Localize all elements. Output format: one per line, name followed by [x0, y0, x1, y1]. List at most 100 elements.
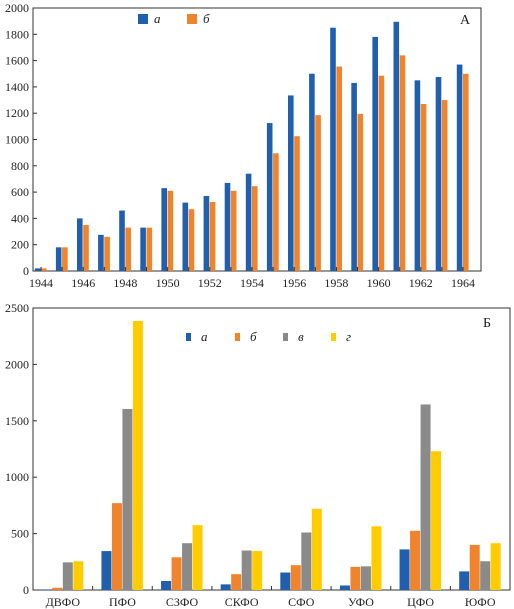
bar-b	[111, 503, 122, 590]
bar-b	[294, 136, 300, 271]
bar-b	[231, 574, 242, 590]
bar-v	[182, 543, 193, 590]
bar-a	[41, 589, 52, 590]
bar-b	[441, 100, 448, 271]
bar-a	[456, 64, 463, 271]
y-tick-label: 1800	[5, 27, 29, 41]
bar-b	[230, 190, 237, 271]
bar-b	[357, 113, 364, 271]
bar-b	[420, 103, 427, 272]
y-tick-label: 600	[11, 185, 29, 199]
bar-b	[410, 530, 421, 590]
x-tick-label: 1958	[324, 276, 348, 290]
bar-a	[288, 95, 294, 271]
category-label: ЦФО	[407, 595, 434, 609]
legend-swatch	[187, 14, 197, 24]
bar-b	[188, 209, 195, 271]
legend-swatch	[283, 333, 288, 341]
y-tick-label: 1000	[5, 133, 29, 147]
bar-a	[414, 80, 421, 271]
bar-a	[280, 572, 291, 590]
bar-g	[192, 525, 203, 590]
x-tick-label: 1946	[71, 276, 95, 290]
y-tick-label: 800	[11, 159, 29, 173]
bar-a	[224, 182, 231, 271]
y-tick-label: 0	[23, 264, 29, 278]
bar-a	[351, 82, 357, 271]
bar-v	[122, 408, 133, 590]
bar-a	[393, 21, 400, 272]
bar-b	[469, 544, 480, 590]
bar-a	[309, 73, 315, 271]
bar-a	[330, 27, 336, 271]
bar-v	[360, 566, 371, 590]
bar-v	[62, 562, 73, 590]
legend-label: г	[346, 329, 351, 344]
bar-b	[378, 75, 385, 271]
bar-a	[98, 234, 104, 271]
bar-b	[209, 201, 216, 271]
bar-g	[73, 561, 84, 590]
x-tick-label: 1948	[113, 276, 137, 290]
bar-v	[420, 404, 431, 590]
category-label: ЮФО	[465, 595, 496, 609]
y-tick-label: 2500	[5, 301, 29, 315]
bar-v	[480, 561, 491, 590]
y-tick-label: 1400	[5, 80, 29, 94]
chart-panel-a: 0 200 400 600 800 1000 1200 1400 1600 1800 2000 194…	[5, 1, 482, 290]
bar-g	[252, 551, 263, 590]
y-tick-label: 0	[23, 583, 29, 597]
bar-g	[371, 526, 382, 590]
y-tick-label: 500	[11, 527, 29, 541]
bar-a	[459, 571, 470, 590]
y-tick-label: 2000	[5, 1, 29, 15]
bar-b	[146, 227, 153, 271]
x-tick-label: 1950	[156, 276, 180, 290]
category-label: СФО	[288, 595, 315, 609]
bar-a	[245, 173, 252, 271]
bar-v	[241, 550, 252, 590]
bar-b	[252, 186, 258, 271]
bar-b	[62, 247, 68, 271]
x-tick-label: 1964	[451, 276, 475, 290]
legend-swatch	[186, 333, 191, 341]
bar-a	[266, 123, 273, 271]
bar-a	[203, 196, 210, 271]
bar-g	[490, 543, 501, 590]
x-tick-label: 1960	[367, 276, 391, 290]
bar-v	[301, 532, 312, 590]
bar-b	[52, 587, 63, 590]
y-tick-label: 1500	[5, 414, 29, 428]
bar-a	[140, 227, 146, 271]
chart-panel-b: 0 500 1000 1500 2000 2500 ДВФО ПФО СЗФО СКФО СФО УФ…	[5, 301, 511, 609]
y-tick-label: 1200	[5, 106, 29, 120]
bar-a	[372, 36, 378, 272]
legend-swatch	[138, 14, 148, 24]
category-label: СКФО	[225, 595, 259, 609]
bar-a	[101, 551, 112, 590]
category-label: УФО	[348, 595, 374, 609]
panel-label-b: Б	[483, 316, 491, 331]
y-tick-label: 1600	[5, 54, 29, 68]
bar-g	[132, 320, 143, 590]
bar-a	[161, 580, 172, 590]
bar-a	[55, 247, 62, 271]
x-tick-label: 1952	[198, 276, 222, 290]
category-label: ПФО	[109, 595, 136, 609]
legend-swatch	[331, 333, 336, 341]
bar-b	[463, 73, 469, 271]
bar-a	[77, 218, 83, 271]
bar-a	[119, 210, 125, 271]
panel-label-a: А	[460, 13, 471, 28]
y-tick-label: 200	[11, 238, 29, 252]
bar-b	[350, 566, 361, 590]
bar-b	[104, 236, 110, 271]
y-tick-label: 400	[11, 211, 29, 225]
legend-swatch	[235, 333, 240, 341]
bar-b	[315, 115, 321, 271]
bar-b	[41, 268, 47, 271]
category-label: СЗФО	[166, 595, 199, 609]
bar-b	[125, 227, 131, 271]
x-tick-label: 1944	[29, 276, 53, 290]
